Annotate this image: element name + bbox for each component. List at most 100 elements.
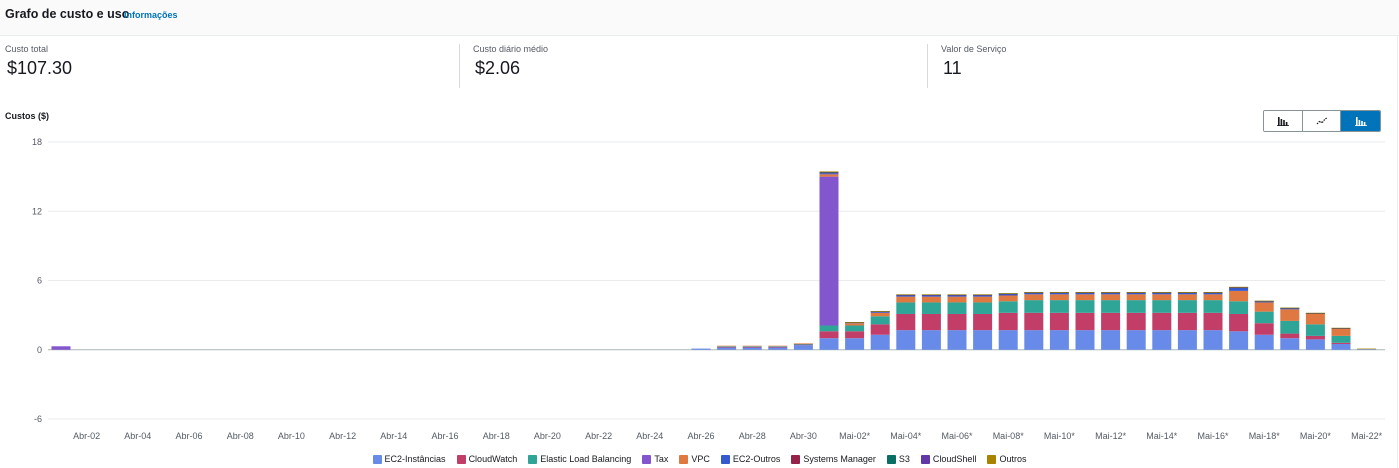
bar-segment[interactable] — [1101, 292, 1121, 293]
bar-segment[interactable] — [768, 347, 788, 350]
bar-segment[interactable] — [1101, 312, 1121, 331]
bar-segment[interactable] — [1177, 330, 1197, 350]
bar-segment[interactable] — [998, 312, 1018, 331]
bar-segment[interactable] — [1229, 301, 1249, 314]
bar-segment[interactable] — [1254, 334, 1274, 350]
bar-segment[interactable] — [1049, 312, 1069, 331]
bar-segment[interactable] — [1075, 292, 1095, 293]
bar-segment[interactable] — [998, 295, 1018, 302]
bar-segment[interactable] — [1331, 342, 1351, 344]
bar-segment[interactable] — [1177, 312, 1197, 331]
bar-segment[interactable] — [1024, 330, 1044, 350]
bar-segment[interactable] — [870, 316, 890, 325]
bar-segment[interactable] — [819, 338, 839, 350]
bar-segment[interactable] — [1203, 312, 1223, 331]
bar-segment[interactable] — [1229, 286, 1249, 288]
bar-segment[interactable] — [870, 311, 890, 312]
legend-item[interactable]: VPC — [679, 454, 710, 464]
bar-segment[interactable] — [1254, 311, 1274, 324]
bar-segment[interactable] — [819, 172, 839, 173]
bar-segment[interactable] — [819, 174, 839, 177]
bar-segment[interactable] — [870, 311, 890, 313]
bar-segment[interactable] — [1152, 292, 1172, 293]
bar-segment[interactable] — [870, 324, 890, 335]
bar-segment[interactable] — [1203, 300, 1223, 313]
bar-segment[interactable] — [973, 302, 993, 314]
bar-segment[interactable] — [921, 330, 941, 350]
bar-segment[interactable] — [845, 325, 865, 332]
bar-segment[interactable] — [793, 343, 813, 345]
bar-segment[interactable] — [1101, 292, 1121, 295]
bar-segment[interactable] — [1331, 327, 1351, 329]
bar-segment[interactable] — [1049, 330, 1069, 350]
bar-segment[interactable] — [1305, 312, 1325, 314]
line-chart-toggle[interactable] — [1302, 111, 1342, 131]
bar-segment[interactable] — [1126, 294, 1146, 301]
bar-segment[interactable] — [1229, 287, 1249, 291]
bar-segment[interactable] — [1305, 339, 1325, 350]
bar-segment[interactable] — [717, 347, 737, 350]
bar-segment[interactable] — [1254, 323, 1274, 335]
bar-segment[interactable] — [1024, 292, 1044, 295]
bar-segment[interactable] — [998, 330, 1018, 350]
bar-segment[interactable] — [819, 176, 839, 326]
bar-segment[interactable] — [819, 171, 839, 173]
bar-segment[interactable] — [1229, 331, 1249, 350]
bar-segment[interactable] — [1229, 313, 1249, 332]
bar-segment[interactable] — [768, 346, 788, 348]
bar-segment[interactable] — [1024, 300, 1044, 313]
bar-segment[interactable] — [1075, 330, 1095, 350]
legend-item[interactable]: EC2-Instâncias — [372, 454, 446, 464]
bar-segment[interactable] — [1357, 348, 1377, 350]
bar-segment[interactable] — [1305, 324, 1325, 336]
bar-segment[interactable] — [896, 330, 916, 350]
bar-segment[interactable] — [819, 325, 839, 332]
bar-segment[interactable] — [1049, 294, 1069, 301]
bar-segment[interactable] — [896, 296, 916, 303]
bar-segment[interactable] — [1075, 292, 1095, 295]
legend-item[interactable]: CloudShell — [920, 454, 976, 464]
bar-segment[interactable] — [845, 322, 865, 323]
legend-item[interactable]: S3 — [886, 454, 910, 464]
bar-segment[interactable] — [921, 296, 941, 303]
bar-segment[interactable] — [1152, 294, 1172, 301]
bar-segment[interactable] — [1254, 302, 1274, 312]
bar-segment[interactable] — [973, 330, 993, 350]
bar-segment[interactable] — [1177, 292, 1197, 295]
bar-segment[interactable] — [819, 331, 839, 339]
bar-segment[interactable] — [973, 296, 993, 303]
bar-segment[interactable] — [1331, 328, 1351, 336]
bar-segment[interactable] — [717, 345, 737, 347]
bar-segment[interactable] — [947, 294, 967, 295]
bar-segment[interactable] — [1152, 312, 1172, 331]
bar-segment[interactable] — [819, 172, 839, 174]
bar-segment[interactable] — [742, 346, 762, 347]
bar-segment[interactable] — [1075, 300, 1095, 313]
legend-item[interactable]: Systems Manager — [791, 454, 876, 464]
bar-segment[interactable] — [1280, 308, 1300, 310]
bar-segment[interactable] — [1101, 300, 1121, 313]
bar-segment[interactable] — [1152, 292, 1172, 295]
bar-segment[interactable] — [793, 345, 813, 350]
bar-segment[interactable] — [1280, 309, 1300, 321]
bar-segment[interactable] — [793, 344, 813, 346]
bar-segment[interactable] — [1177, 300, 1197, 313]
bar-segment[interactable] — [1101, 294, 1121, 301]
bar-segment[interactable] — [1024, 292, 1044, 293]
bar-segment[interactable] — [947, 296, 967, 303]
bar-segment[interactable] — [1280, 338, 1300, 350]
bar-segment[interactable] — [1331, 335, 1351, 343]
bar-segment[interactable] — [947, 302, 967, 314]
bar-segment[interactable] — [1280, 320, 1300, 334]
bar-segment[interactable] — [691, 348, 711, 350]
bar-segment[interactable] — [896, 294, 916, 297]
bar-segment[interactable] — [921, 294, 941, 295]
bar-segment[interactable] — [896, 313, 916, 331]
bar-segment[interactable] — [1126, 330, 1146, 350]
bar-segment[interactable] — [896, 302, 916, 314]
bar-segment[interactable] — [845, 323, 865, 326]
bar-segment[interactable] — [1229, 290, 1249, 302]
bar-segment[interactable] — [742, 347, 762, 350]
bar-segment[interactable] — [1254, 301, 1274, 303]
bar-segment[interactable] — [1280, 333, 1300, 339]
